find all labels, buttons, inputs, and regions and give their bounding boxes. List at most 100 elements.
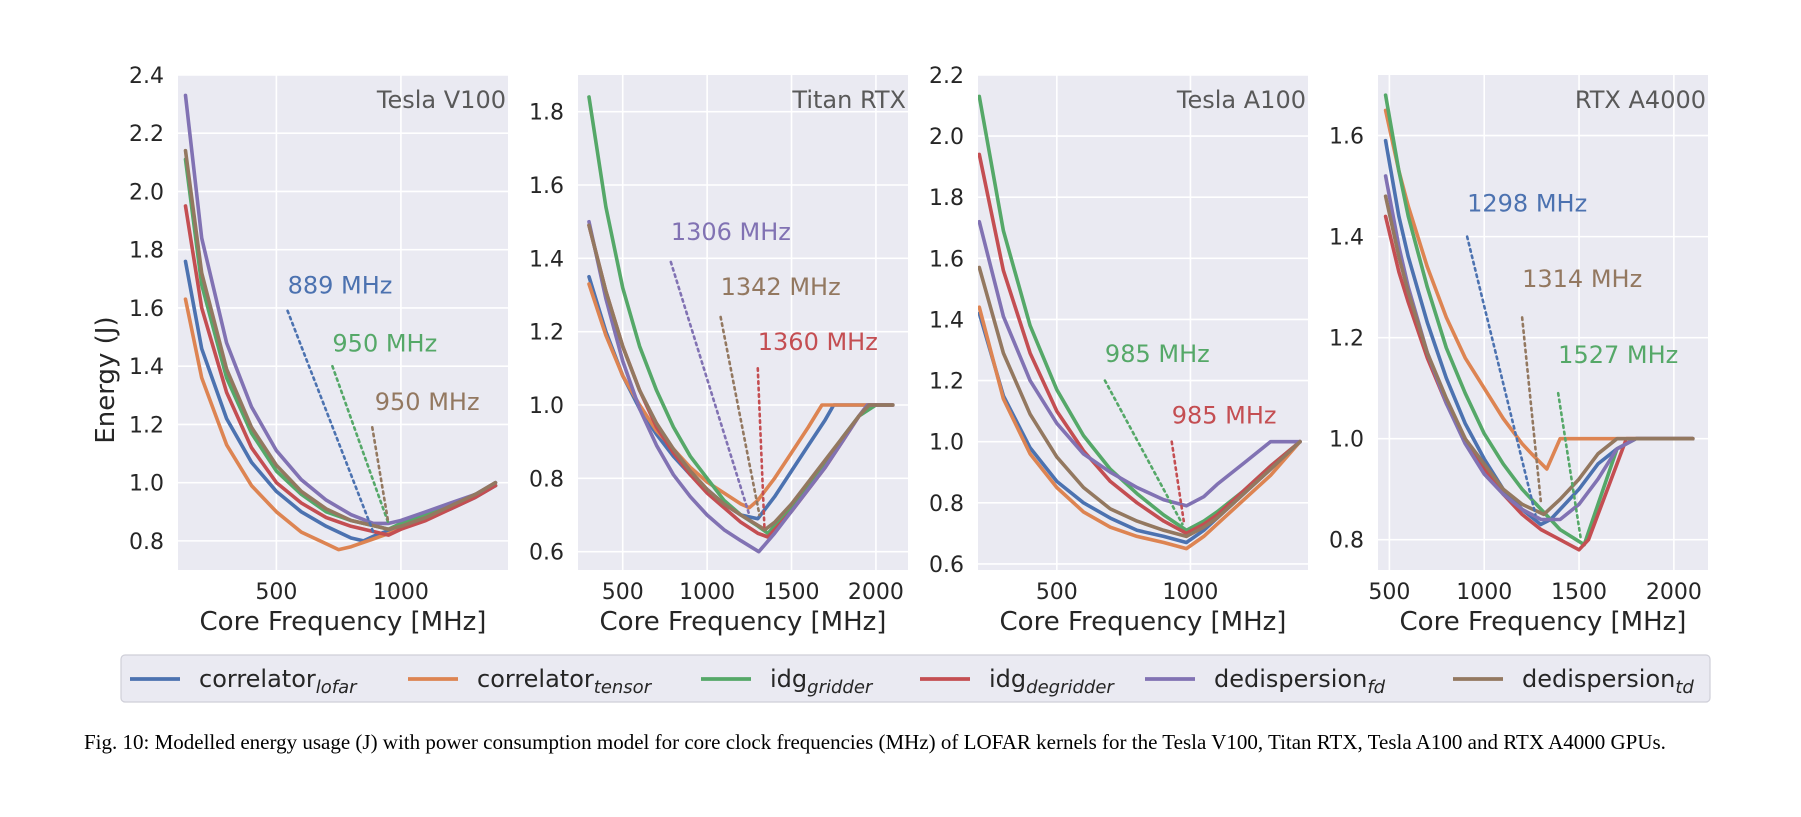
panel-title: Tesla V100 — [376, 86, 506, 114]
legend-label: dedispersiontd — [1522, 665, 1694, 698]
annotation-label: 1306 MHz — [671, 218, 791, 246]
panel-title: Titan RTX — [791, 86, 906, 114]
panel-3: 500 1000 0.6 0.8 1.0 1.2 1.4 1.6 1.8 2.0 2.2 Core F… — [929, 64, 1308, 637]
x-tick-label: 1000 — [1456, 580, 1512, 605]
figure: 500 1000 0.8 1.0 1.2 1.4 1.6 1.8 2.0 2.2 2.4 Core F… — [91, 64, 1711, 703]
annotation-label: 1360 MHz — [758, 328, 878, 356]
legend-label: correlatorlofar — [199, 665, 358, 698]
y-tick-label: 1.2 — [1329, 327, 1364, 352]
series-line-dedispersion-td — [978, 265, 1302, 539]
series-line-idg-degridder — [978, 152, 1302, 536]
annotation-label: 1342 MHz — [721, 273, 841, 301]
y-tick-label: 1.0 — [129, 472, 164, 497]
annotation-leader — [1465, 235, 1537, 516]
panel-title: RTX A4000 — [1575, 86, 1706, 114]
y-tick-label: 0.8 — [929, 492, 964, 517]
annotation-leader — [1556, 391, 1583, 541]
y-tick-label: 0.6 — [529, 541, 564, 566]
x-tick-label: 1000 — [1162, 580, 1218, 605]
y-tick-label: 2.2 — [129, 122, 164, 147]
annotation-label: 1298 MHz — [1467, 189, 1587, 217]
y-tick-label: 1.0 — [529, 394, 564, 419]
annotation-leader — [331, 364, 390, 525]
y-tick-label: 1.0 — [929, 431, 964, 456]
y-tick-label: 1.4 — [129, 355, 164, 380]
x-tick-label: 500 — [1036, 580, 1078, 605]
annotation-leader — [756, 367, 766, 531]
series-line-dedispersion-td — [183, 148, 498, 531]
annotation-label: 985 MHz — [1105, 340, 1210, 368]
x-tick-label: 1000 — [373, 580, 429, 605]
y-tick-label: 0.8 — [129, 530, 164, 555]
y-tick-label: 2.2 — [929, 64, 964, 89]
annotation-label: 1527 MHz — [1558, 341, 1678, 369]
x-tick-label: 500 — [1368, 580, 1410, 605]
annotation-label: 889 MHz — [288, 271, 393, 299]
y-tick-label: 1.4 — [1329, 226, 1364, 251]
x-tick-label: 1500 — [764, 580, 820, 605]
x-tick-label: 1500 — [1551, 580, 1607, 605]
x-axis-label: Core Frequency [MHz] — [1400, 607, 1687, 637]
y-tick-label: 1.4 — [529, 247, 564, 272]
y-tick-label: 1.6 — [529, 174, 564, 199]
y-tick-label: 1.2 — [529, 321, 564, 346]
legend-label: idgdegridder — [989, 665, 1115, 698]
panel-1: 500 1000 0.8 1.0 1.2 1.4 1.6 1.8 2.0 2.2 2.4 Core F… — [129, 64, 508, 637]
y-tick-label: 1.8 — [129, 239, 164, 264]
y-tick-label: 2.4 — [129, 64, 164, 89]
y-tick-label: 0.8 — [1329, 529, 1364, 554]
y-tick-label: 1.2 — [129, 413, 164, 438]
y-tick-label: 1.8 — [529, 101, 564, 126]
x-tick-label: 2000 — [1646, 580, 1702, 605]
figure-caption: Fig. 10: Modelled energy usage (J) with … — [84, 730, 1666, 754]
series-line-idg-degridder — [183, 204, 498, 537]
panel-4: 500 1000 1500 2000 0.8 1.0 1.2 1.4 1.6 Core Frequ… — [1329, 75, 1708, 637]
x-axis-label: Core Frequency [MHz] — [1000, 607, 1287, 637]
annotation-leader — [1103, 379, 1184, 526]
y-tick-label: 0.6 — [929, 553, 964, 578]
y-tick-label: 1.6 — [1329, 125, 1364, 150]
y-tick-label: 1.4 — [929, 308, 964, 333]
x-tick-label: 2000 — [848, 580, 904, 605]
series-group — [587, 95, 895, 554]
panel-title: Tesla A100 — [1176, 86, 1306, 114]
series-line-correlator-tensor — [978, 305, 1302, 551]
panel-2: 500 1000 1500 2000 0.6 0.8 1.0 1.2 1.4 1.6 1.8 Core… — [529, 75, 908, 637]
y-tick-label: 1.8 — [929, 186, 964, 211]
series-line-correlator-tensor — [587, 282, 895, 510]
annotation-leader — [719, 315, 761, 517]
y-tick-label: 1.2 — [929, 370, 964, 395]
series-line-dedispersion-fd — [978, 219, 1302, 508]
x-tick-label: 500 — [602, 580, 644, 605]
annotation-leader — [286, 309, 375, 534]
series-group — [978, 94, 1302, 551]
y-tick-label: 1.6 — [129, 297, 164, 322]
legend-label: dedispersionfd — [1214, 665, 1386, 698]
x-axis-label: Core Frequency [MHz] — [600, 607, 887, 637]
plot-background — [1378, 75, 1708, 570]
annotation-label: 950 MHz — [332, 330, 437, 358]
legend: correlatorlofar correlatortensor idggridde… — [120, 654, 1711, 703]
legend-frame — [120, 654, 1711, 703]
plot-background — [578, 75, 908, 570]
annotation-label: 950 MHz — [375, 388, 480, 416]
series-line-dedispersion-fd — [183, 93, 498, 526]
y-tick-label: 0.8 — [529, 467, 564, 492]
legend-label: correlatortensor — [477, 665, 653, 698]
x-tick-label: 500 — [255, 580, 297, 605]
annotation-label: 985 MHz — [1172, 401, 1277, 429]
annotation-label: 1314 MHz — [1522, 265, 1642, 293]
y-tick-label: 1.6 — [929, 247, 964, 272]
annotation-leader — [1170, 440, 1186, 523]
annotation-leader — [1520, 316, 1543, 506]
plot-background — [178, 75, 508, 570]
y-tick-label: 1.0 — [1329, 428, 1364, 453]
y-axis-label: Energy (J) — [91, 316, 121, 443]
x-axis-label: Core Frequency [MHz] — [200, 607, 487, 637]
series-group — [1383, 93, 1695, 552]
series-group — [183, 93, 498, 552]
series-line-dedispersion-td — [587, 223, 895, 532]
x-tick-label: 1000 — [679, 580, 735, 605]
annotation-leader — [370, 426, 390, 525]
chart-panels: 500 1000 0.8 1.0 1.2 1.4 1.6 1.8 2.0 2.2 2.4 Core F… — [129, 64, 1708, 637]
